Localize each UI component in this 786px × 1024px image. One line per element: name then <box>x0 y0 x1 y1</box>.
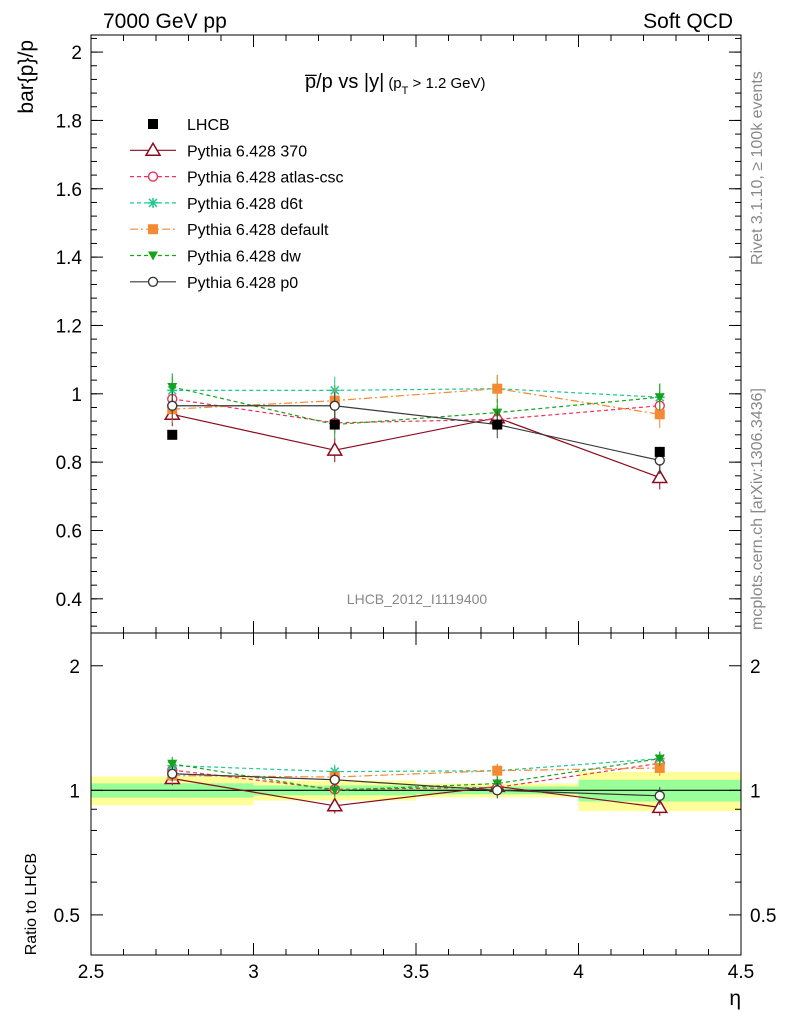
rivet-version-label: Rivet 3.1.10, ≥ 100k events <box>749 71 766 265</box>
y-tick-label: 1 <box>71 385 82 406</box>
series-point-pythia-6-428-dw <box>167 382 178 392</box>
series-point-pythia-6-428-370 <box>326 441 344 456</box>
series-line-pythia-6-428-370 <box>172 413 660 479</box>
y-tick-label: 1.2 <box>56 316 82 337</box>
y-tick-label: 2 <box>71 43 82 64</box>
mcplots-label: mcplots.cern.ch [arXiv:1306.3436] <box>749 388 766 630</box>
legend-marker-pythia-6-428-370 <box>144 141 162 157</box>
ratio-y-tick-label: 1 <box>69 781 80 802</box>
header-right: Soft QCD <box>643 10 733 33</box>
series-point-pythia-6-428-p0 <box>654 455 665 466</box>
ratio-series-point-pythia-6-428-370 <box>651 798 669 814</box>
ratio-series-line-pythia-6-428-atlas-csc <box>172 762 660 790</box>
x-tick-label: 4 <box>573 962 584 983</box>
series-point-pythia-6-428-p0 <box>167 400 178 411</box>
ratio-series-point-pythia-6-428-370 <box>326 797 344 812</box>
ratio-series-line-pythia-6-428-d6t <box>172 758 660 773</box>
ratio-series-point-pythia-6-428-dw <box>654 754 665 764</box>
y-tick-label: 0.8 <box>56 453 82 474</box>
legend-label-pythia-6-428-default: Pythia 6.428 default <box>187 222 329 239</box>
legend-label-pythia-6-428-p0: Pythia 6.428 p0 <box>187 275 298 292</box>
data-point-lhcb <box>329 419 340 430</box>
ratio-y-tick-label: 0.5 <box>54 906 80 927</box>
legend-marker-pythia-6-428-default <box>148 224 158 235</box>
x-tick-label: 3 <box>248 962 259 983</box>
data-point-lhcb <box>654 446 665 457</box>
series-point-pythia-6-428-p0 <box>329 400 340 411</box>
y-tick-label: 0.4 <box>56 590 83 611</box>
header-left: 7000 GeV pp <box>103 10 227 33</box>
series-point-pythia-6-428-default <box>492 383 503 394</box>
plot-title: p̅/p vs |y| (pT > 1.2 GeV) <box>305 71 486 97</box>
legend-marker-pythia-6-428-atlas-csc <box>147 171 159 182</box>
legend-label-pythia-6-428-atlas-csc: Pythia 6.428 atlas-csc <box>187 170 344 187</box>
series-point-pythia-6-428-dw <box>654 393 665 403</box>
ratio-series-point-pythia-6-428-p0 <box>492 785 503 796</box>
series-line-pythia-6-428-d6t <box>172 388 660 398</box>
legend-label-lhcb: LHCB <box>187 117 230 134</box>
ratio-y-axis-label: Ratio to LHCB <box>23 853 40 955</box>
ratio-series-point-pythia-6-428-p0 <box>329 774 340 785</box>
series-point-pythia-6-428-370 <box>651 469 669 484</box>
ratio-series-point-pythia-6-428-dw <box>167 759 178 769</box>
legend-marker-pythia-6-428-dw <box>148 251 158 261</box>
y-tick-label: 1.8 <box>56 111 82 132</box>
series-point-pythia-6-428-default <box>654 409 665 420</box>
data-point-lhcb <box>492 419 503 430</box>
ratio-series-point-pythia-6-428-default <box>492 765 503 776</box>
ratio-y-tick-label-right: 2 <box>750 657 761 678</box>
ratio-series-point-pythia-6-428-default <box>654 762 665 773</box>
x-tick-label: 3.5 <box>403 962 429 983</box>
ratio-series-point-pythia-6-428-p0 <box>167 768 178 779</box>
ratio-series-line-pythia-6-428-370 <box>172 777 660 808</box>
series-line-pythia-6-428-default <box>172 388 660 415</box>
ratio-y-tick-label-right: 0.5 <box>750 906 776 927</box>
ratio-series-line-pythia-6-428-p0 <box>172 773 660 797</box>
y-tick-label: 1.4 <box>56 248 83 269</box>
legend-label-pythia-6-428-dw: Pythia 6.428 dw <box>187 249 301 266</box>
y-axis-label: bar{p}/p <box>15 40 38 114</box>
analysis-watermark: LHCB_2012_I1119400 <box>347 591 488 607</box>
x-tick-label: 4.5 <box>728 962 754 983</box>
y-tick-label: 0.6 <box>56 521 82 542</box>
ratio-y-tick-label-right: 1 <box>750 781 761 802</box>
ratio-series-line-pythia-6-428-dw <box>172 758 660 791</box>
ratio-series-point-pythia-6-428-p0 <box>654 790 665 802</box>
x-axis-label: η <box>729 987 741 1010</box>
ratio-y-tick-label: 2 <box>69 657 80 678</box>
legend-label-pythia-6-428-370: Pythia 6.428 370 <box>187 143 307 160</box>
series-line-pythia-6-428-atlas-csc <box>172 398 660 424</box>
series-line-pythia-6-428-dw <box>172 386 660 426</box>
data-point-lhcb <box>167 429 178 440</box>
legend-label-pythia-6-428-d6t: Pythia 6.428 d6t <box>187 196 303 213</box>
ratio-series-point-pythia-6-428-dw <box>329 786 340 796</box>
series-line-pythia-6-428-p0 <box>172 405 660 462</box>
legend-marker-pythia-6-428-d6t <box>148 197 158 208</box>
legend-marker-pythia-6-428-p0 <box>147 276 159 287</box>
x-tick-label: 2.5 <box>78 962 104 983</box>
y-tick-label: 1.6 <box>56 180 82 201</box>
legend-marker-lhcb <box>148 119 158 129</box>
